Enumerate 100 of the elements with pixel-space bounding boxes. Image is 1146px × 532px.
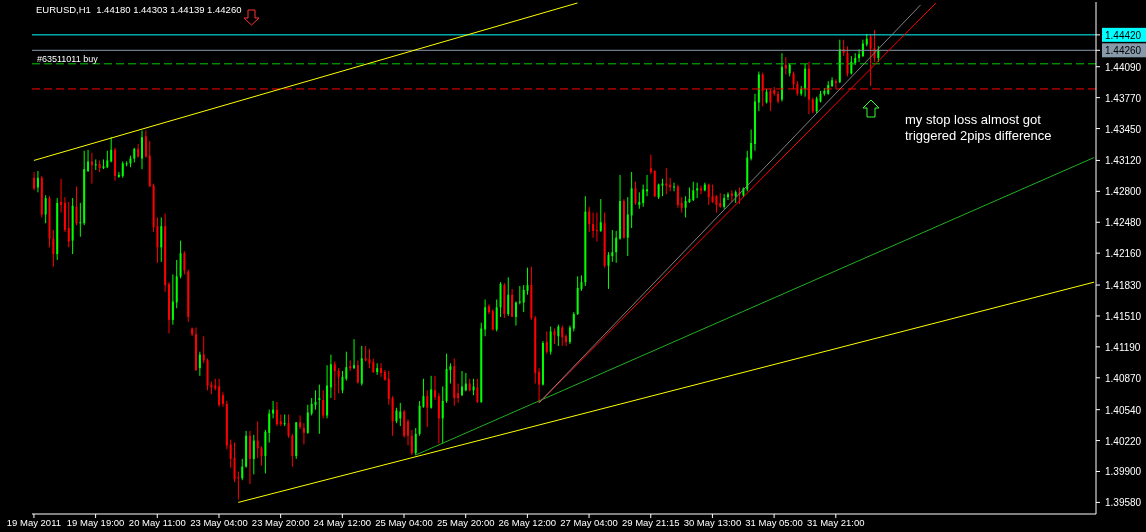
candlestick: [565, 333, 568, 347]
chart-title: EURUSD,H1 1.44180 1.44303 1.44139 1.44260: [36, 4, 242, 15]
candlestick: [684, 195, 687, 218]
candlestick: [110, 136, 113, 163]
candlestick: [283, 414, 286, 427]
candlestick: [522, 284, 525, 313]
candlestick: [218, 378, 221, 408]
candlestick: [611, 229, 614, 263]
candlestick: [117, 171, 120, 179]
candlestick: [430, 375, 433, 410]
candlestick: [434, 375, 437, 401]
candlestick: [299, 414, 302, 430]
candlestick: [549, 326, 552, 356]
candlestick: [179, 240, 182, 279]
candlestick: [368, 348, 371, 369]
y-tick-label: 1.44260: [1105, 45, 1142, 57]
y-tick-label: 1.43120: [1105, 155, 1142, 167]
candlestick: [75, 186, 78, 226]
candlestick: [67, 201, 70, 248]
candlestick: [676, 184, 679, 209]
candlestick: [649, 154, 652, 175]
candlestick: [615, 230, 618, 264]
candlestick: [495, 299, 498, 332]
candlestick: [318, 384, 321, 435]
candlestick: [337, 367, 340, 394]
annotation: my stop loss almost got triggered 2pips difference: [905, 112, 1053, 144]
x-tick-label: 19 May 19:00: [66, 517, 125, 528]
candlestick: [491, 308, 494, 331]
candlestick: [229, 439, 232, 469]
x-tick-label: 31 May 05:00: [745, 517, 803, 528]
candlestick: [291, 433, 294, 468]
candlestick: [90, 152, 93, 185]
candlestick: [642, 184, 645, 208]
candlestick: [426, 389, 429, 428]
candlestick: [561, 325, 564, 347]
candlestick: [538, 367, 541, 404]
y-tick-label: 1.41510: [1105, 310, 1142, 322]
candlestick: [141, 129, 144, 170]
candlestick: [511, 288, 514, 318]
candlestick: [198, 351, 201, 377]
candlestick: [221, 391, 224, 408]
y-tick-label: 1.44090: [1105, 61, 1142, 73]
candlestick: [460, 370, 463, 397]
y-tick-label: 1.42160: [1105, 248, 1142, 260]
candlestick: [52, 229, 55, 268]
candlestick: [869, 33, 872, 87]
candlestick: [268, 409, 271, 444]
y-tick-label: 1.40220: [1105, 435, 1142, 447]
candlestick: [302, 422, 305, 445]
candlestick: [526, 267, 529, 296]
candlestick: [171, 273, 174, 326]
candlestick: [634, 181, 637, 206]
candlestick: [665, 167, 668, 195]
candlestick: [484, 299, 487, 337]
candlestick: [476, 378, 479, 404]
candlestick: [87, 149, 90, 173]
x-tick-label: 19 May 2011: [6, 517, 62, 528]
candlestick: [345, 351, 348, 382]
candlestick: [592, 212, 595, 239]
candlestick: [252, 434, 255, 475]
candlestick: [44, 194, 47, 224]
candlestick: [287, 414, 290, 439]
candlestick: [306, 404, 309, 435]
candlestick: [804, 63, 807, 98]
candlestick: [410, 429, 413, 456]
candlestick: [507, 276, 510, 317]
candlestick: [441, 385, 444, 444]
y-tick-label: 1.39580: [1105, 497, 1142, 509]
candlestick: [673, 182, 676, 192]
candlestick: [275, 401, 278, 427]
candlestick: [607, 251, 610, 290]
candlestick: [692, 181, 695, 202]
candlestick: [168, 281, 171, 334]
candlestick: [329, 354, 332, 399]
candlestick: [94, 158, 97, 171]
candlestick: [160, 216, 163, 263]
x-tick-label: 24 May 12:00: [313, 517, 372, 528]
candlestick: [707, 183, 710, 206]
candlestick: [626, 196, 629, 257]
ref-line-label: #63511011 buy: [37, 53, 99, 64]
candlestick: [750, 129, 753, 161]
candlestick: [514, 300, 517, 327]
candlestick: [322, 389, 325, 419]
candlestick: [711, 184, 714, 204]
candlestick: [256, 420, 259, 459]
candlestick: [572, 311, 575, 332]
y-tick-label: 1.40540: [1105, 404, 1142, 416]
candlestick: [333, 360, 336, 401]
candlestick: [407, 418, 410, 446]
candlestick: [557, 324, 560, 347]
x-tick-label: 31 May 21:00: [806, 517, 865, 528]
candlestick: [457, 383, 460, 404]
candlestick: [144, 129, 147, 159]
x-tick-label: 27 May 04:00: [560, 517, 618, 528]
candlestick: [353, 338, 356, 370]
candlestick: [314, 389, 317, 411]
y-tick-label: 1.43770: [1105, 92, 1142, 104]
x-tick-label: 26 May 12:00: [498, 517, 557, 528]
x-tick-label: 20 May 11:00: [128, 517, 186, 528]
candlestick: [260, 445, 263, 467]
